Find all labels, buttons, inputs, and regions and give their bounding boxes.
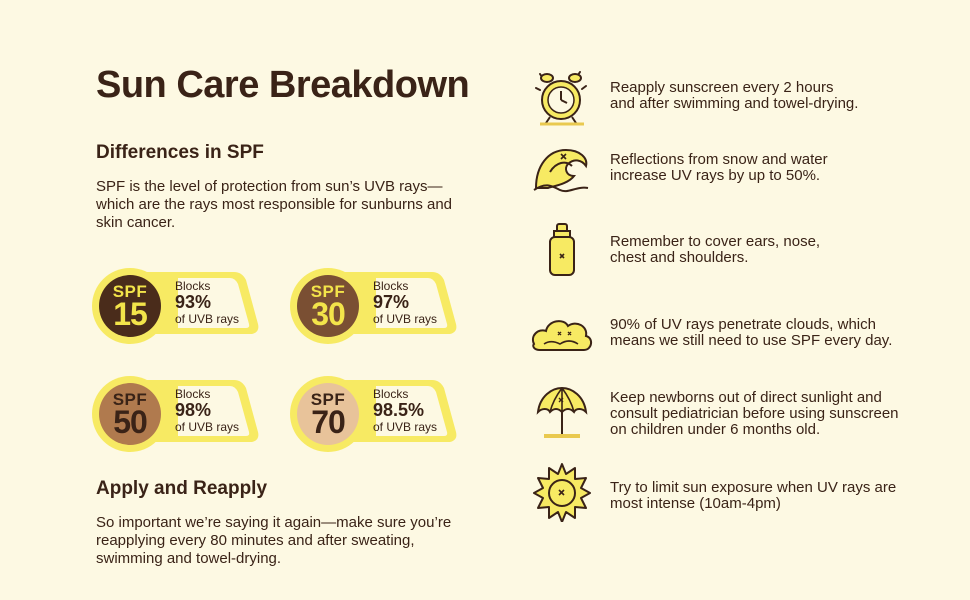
tip-line: consult pediatrician before using sunscr… bbox=[610, 405, 899, 422]
blocks-info: Blocks 98.5% of UVB rays bbox=[373, 387, 437, 434]
badge-shape bbox=[92, 268, 259, 344]
blocks-suffix: of UVB rays bbox=[373, 312, 438, 326]
spf-label: SPF bbox=[112, 389, 148, 409]
tip-line: Keep newborns out of direct sunlight and bbox=[610, 389, 882, 406]
spf-number: 30 bbox=[311, 295, 346, 332]
sun-icon bbox=[530, 462, 594, 523]
blocks-percent: 93% bbox=[175, 292, 212, 312]
spf-label: SPF bbox=[310, 281, 346, 301]
blocks-label: Blocks bbox=[175, 279, 211, 293]
beach-umbrella-icon bbox=[530, 382, 594, 442]
spf-badge-50: SPF 50 Blocks 98% of UVB rays bbox=[92, 376, 262, 456]
blocks-suffix: of UVB rays bbox=[175, 312, 240, 326]
tip-newborns: Keep newborns out of direct sunlight and… bbox=[530, 382, 950, 442]
tip-line: means we still need to use SPF every day… bbox=[610, 332, 893, 349]
tip-clouds: 90% of UV rays penetrate clouds, which m… bbox=[530, 306, 950, 366]
blocks-label: Blocks bbox=[373, 279, 409, 293]
spf-heading: Differences in SPF bbox=[96, 142, 264, 163]
tip-line: on children under 6 months old. bbox=[610, 421, 821, 438]
wave-icon bbox=[530, 140, 594, 200]
spf-number: 70 bbox=[311, 403, 346, 440]
tip-line: and after swimming and towel-drying. bbox=[610, 95, 859, 112]
blocks-suffix: of UVB rays bbox=[373, 420, 438, 434]
blocks-label: Blocks bbox=[373, 387, 409, 401]
sunscreen-bottle-icon bbox=[530, 222, 594, 282]
tip-reapply: Reapply sunscreen every 2 hours and afte… bbox=[530, 68, 950, 128]
spf-number: 50 bbox=[113, 403, 148, 440]
spf-description: SPF is the level of protection from sun’… bbox=[96, 178, 453, 231]
tip-cover: Remember to cover ears, nose, chest and … bbox=[530, 222, 950, 282]
tip-line: chest and shoulders. bbox=[610, 249, 749, 266]
alarm-clock-icon bbox=[530, 68, 594, 128]
tip-line: most intense (10am-4pm) bbox=[610, 495, 781, 512]
blocks-info: Blocks 93% of UVB rays bbox=[175, 279, 239, 326]
spf-badge-15: SPF 15 Blocks 93% of UVB rays bbox=[92, 268, 262, 348]
tip-line: increase UV rays by up to 50%. bbox=[610, 167, 821, 184]
spf-label: SPF bbox=[112, 281, 148, 301]
page-title: Sun Care Breakdown bbox=[96, 64, 470, 106]
apply-description: So important we’re saying it again—make … bbox=[96, 514, 452, 567]
spf-number: 15 bbox=[113, 295, 148, 332]
spf-badge-70: SPF 70 Blocks 98.5% of UVB rays bbox=[290, 376, 460, 456]
blocks-info: Blocks 97% of UVB rays bbox=[373, 279, 437, 326]
spf-label: SPF bbox=[310, 389, 346, 409]
tip-line: Try to limit sun exposure when UV rays a… bbox=[610, 479, 897, 496]
blocks-percent: 98% bbox=[175, 400, 212, 420]
blocks-percent: 97% bbox=[373, 292, 410, 312]
cloud-icon bbox=[530, 306, 594, 366]
tip-line: 90% of UV rays penetrate clouds, which bbox=[610, 316, 876, 333]
tip-sun-exposure: Try to limit sun exposure when UV rays a… bbox=[530, 462, 950, 523]
badge-shape bbox=[92, 376, 259, 452]
blocks-label: Blocks bbox=[175, 387, 211, 401]
badge-shape bbox=[290, 376, 457, 452]
tip-line: Remember to cover ears, nose, bbox=[610, 233, 821, 250]
tip-reflections: Reflections from snow and water increase… bbox=[530, 140, 950, 200]
spf-badge-30: SPF 30 Blocks 97% of UVB rays bbox=[290, 268, 460, 348]
blocks-info: Blocks 98% of UVB rays bbox=[175, 387, 239, 434]
tip-line: Reapply sunscreen every 2 hours bbox=[610, 79, 834, 96]
tip-line: Reflections from snow and water bbox=[610, 151, 828, 168]
badge-shape bbox=[290, 268, 457, 344]
blocks-suffix: of UVB rays bbox=[175, 420, 240, 434]
apply-heading: Apply and Reapply bbox=[96, 478, 268, 499]
blocks-percent: 98.5% bbox=[373, 400, 425, 420]
